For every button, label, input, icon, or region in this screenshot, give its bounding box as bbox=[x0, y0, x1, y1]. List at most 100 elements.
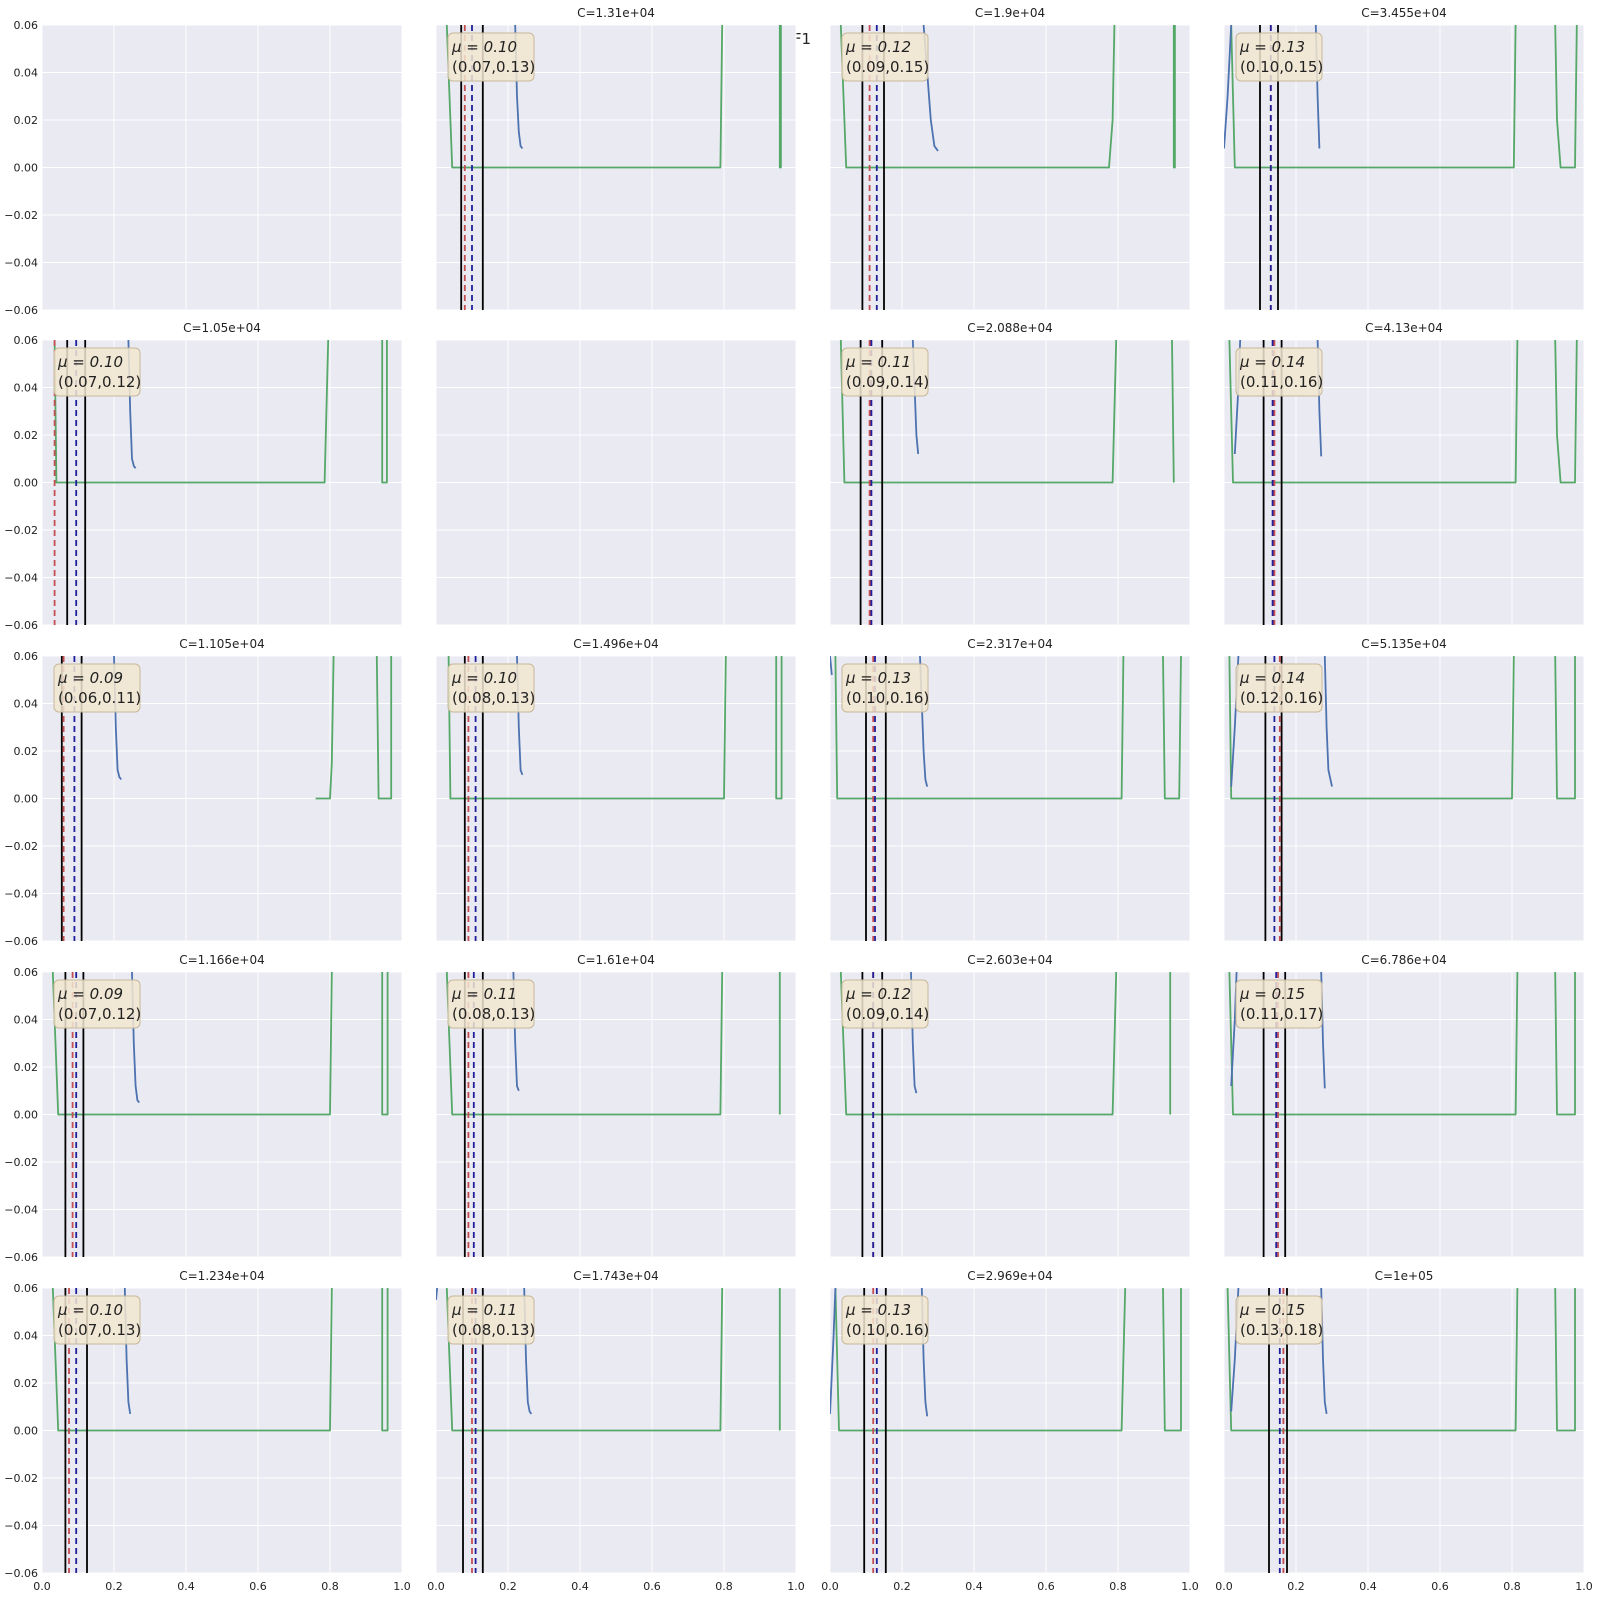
subplot-title: C=2.317e+04 bbox=[967, 637, 1053, 651]
subplot-r3-c2: C=2.603e+04 μ = 0.12 (0.09,0.14) bbox=[829, 953, 1191, 1258]
y-tick-label: −0.02 bbox=[4, 1156, 38, 1169]
stats-box bbox=[53, 979, 141, 1029]
y-tick-label: 0.00 bbox=[14, 1109, 39, 1122]
interval-label: (0.07,0.13) bbox=[58, 1321, 141, 1339]
y-tick-label: 0.06 bbox=[14, 1282, 39, 1295]
subplot-title: C=2.088e+04 bbox=[967, 321, 1053, 335]
y-tick-label: 0.00 bbox=[14, 477, 39, 490]
subplot-title: C=4.13e+04 bbox=[1365, 321, 1443, 335]
y-tick-label: −0.04 bbox=[4, 888, 38, 901]
subplot-title: C=5.135e+04 bbox=[1361, 637, 1447, 651]
green-curve bbox=[1230, 25, 1517, 169]
y-tick-label: −0.06 bbox=[4, 1567, 38, 1580]
green-curve bbox=[834, 1288, 1127, 1432]
subplot-title: C=1e+05 bbox=[1375, 1269, 1434, 1283]
stats-box bbox=[841, 979, 929, 1029]
subplot-r3-c1: C=1.61e+04 μ = 0.11 (0.08,0.13) bbox=[435, 953, 797, 1258]
stats-box bbox=[53, 1295, 141, 1345]
mu-label: μ = 0.15 bbox=[1239, 985, 1305, 1003]
subplot-r1-c1 bbox=[435, 339, 797, 626]
y-tick-label: −0.02 bbox=[4, 840, 38, 853]
mu-label: μ = 0.14 bbox=[1239, 669, 1305, 687]
stats-box bbox=[1235, 1295, 1323, 1345]
subplot-r2-c1: C=1.496e+04 μ = 0.10 (0.08,0.13) bbox=[435, 637, 797, 942]
x-tick-label: 1.0 bbox=[393, 1580, 411, 1593]
y-tick-label: 0.02 bbox=[14, 745, 39, 758]
mu-label: μ = 0.13 bbox=[845, 1301, 911, 1319]
x-tick-label: 0.2 bbox=[499, 1580, 517, 1593]
green-curve bbox=[839, 340, 1118, 484]
x-tick-label: 1.0 bbox=[1575, 1580, 1593, 1593]
mu-label: μ = 0.14 bbox=[1239, 353, 1305, 371]
x-tick-label: 0.0 bbox=[33, 1580, 51, 1593]
green-curve-secondary bbox=[1554, 25, 1578, 169]
subplot-title: C=1.05e+04 bbox=[183, 321, 261, 335]
green-curve bbox=[839, 25, 1116, 169]
y-tick-label: 0.04 bbox=[14, 382, 39, 395]
green-curve bbox=[839, 972, 1118, 1116]
green-curve-secondary bbox=[1554, 1288, 1576, 1432]
stats-box bbox=[1235, 347, 1323, 397]
stats-box bbox=[841, 663, 929, 713]
interval-label: (0.07,0.12) bbox=[58, 373, 141, 391]
stats-box bbox=[53, 347, 141, 397]
y-tick-label: 0.04 bbox=[14, 698, 39, 711]
subplot-r4-c2: 0.0 0.2 0.4 0.6 0.8 1.0 C=2.969e+04 μ = 0.13 (0.… bbox=[821, 1269, 1199, 1593]
green-curve-secondary bbox=[1554, 340, 1578, 484]
mu-label: μ = 0.10 bbox=[451, 38, 517, 56]
blue-curve bbox=[830, 1288, 837, 1414]
green-curve-secondary bbox=[1171, 340, 1175, 483]
figure-title: F1 bbox=[793, 30, 811, 48]
y-tick-label: 0.00 bbox=[14, 162, 39, 175]
green-curve-secondary bbox=[381, 1288, 389, 1432]
y-tick-label: −0.04 bbox=[4, 257, 38, 270]
x-tick-label: 0.2 bbox=[893, 1580, 911, 1593]
y-tick-label: 0.02 bbox=[14, 114, 39, 127]
y-tick-label: −0.06 bbox=[4, 304, 38, 317]
x-tick-label: 0.8 bbox=[1503, 1580, 1521, 1593]
green-curve bbox=[445, 1288, 724, 1432]
stats-box bbox=[447, 1295, 535, 1345]
x-tick-label: 0.6 bbox=[1431, 1580, 1449, 1593]
y-tick-label: −0.04 bbox=[4, 1520, 38, 1533]
x-tick-label: 0.6 bbox=[249, 1580, 267, 1593]
green-curve bbox=[445, 25, 724, 169]
y-tick-label: −0.06 bbox=[4, 935, 38, 948]
y-tick-label: 0.00 bbox=[14, 1425, 39, 1438]
subplot-title: C=3.455e+04 bbox=[1361, 6, 1447, 20]
green-curve bbox=[1226, 1288, 1519, 1432]
stats-box bbox=[841, 347, 929, 397]
green-curve bbox=[1228, 656, 1515, 800]
subplot-r0-c0: 0.06 0.04 0.02 0.00 −0.02 −0.04 −0.06 bbox=[4, 19, 403, 317]
stats-box bbox=[1235, 32, 1323, 82]
x-tick-label: 0.8 bbox=[1109, 1580, 1127, 1593]
subplot-r3-c0: 0.06 0.04 0.02 0.00 −0.02 −0.04 −0.06 C=1.166e+… bbox=[4, 953, 403, 1264]
x-tick-label: 0.0 bbox=[821, 1580, 839, 1593]
x-tick-label: 0.2 bbox=[105, 1580, 123, 1593]
stats-box bbox=[447, 32, 535, 82]
mu-label: μ = 0.12 bbox=[845, 985, 911, 1003]
y-tick-label: 0.04 bbox=[14, 67, 39, 80]
subplot-grid: 0.06 0.04 0.02 0.00 −0.02 −0.04 −0.06 C=1.31e+0… bbox=[4, 6, 1592, 1593]
y-tick-label: −0.04 bbox=[4, 1204, 38, 1217]
subplot-title: C=1.743e+04 bbox=[573, 1269, 659, 1283]
x-tick-label: 0.0 bbox=[1215, 1580, 1233, 1593]
y-tick-label: −0.02 bbox=[4, 209, 38, 222]
stats-box bbox=[447, 663, 535, 713]
interval-label: (0.07,0.12) bbox=[58, 1005, 141, 1023]
mu-label: μ = 0.13 bbox=[1239, 38, 1305, 56]
green-curve bbox=[447, 656, 727, 800]
subplot-r2-c0: 0.06 0.04 0.02 0.00 −0.02 −0.04 −0.06 C=1.105e+… bbox=[4, 637, 403, 948]
green-curve bbox=[834, 656, 1125, 800]
subplot-title: C=1.31e+04 bbox=[577, 6, 655, 20]
green-curve-secondary bbox=[1162, 656, 1182, 800]
blue-curve bbox=[436, 1288, 438, 1300]
stats-box bbox=[53, 663, 141, 713]
subplot-r0-c3: C=3.455e+04 μ = 0.13 (0.10,0.15) bbox=[1223, 6, 1585, 311]
stats-box bbox=[1235, 979, 1323, 1029]
green-curve-secondary bbox=[1172, 25, 1176, 169]
x-tick-label: 0.4 bbox=[1359, 1580, 1377, 1593]
subplot-title: C=2.969e+04 bbox=[967, 1269, 1053, 1283]
y-tick-label: 0.02 bbox=[14, 429, 39, 442]
green-curve bbox=[445, 972, 724, 1116]
